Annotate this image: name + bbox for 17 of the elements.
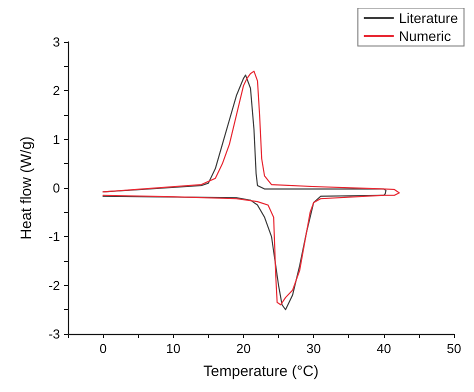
y-axis-title: Heat flow (W/g): [18, 136, 35, 240]
legend-label: Numeric: [398, 28, 451, 44]
x-tick-label: 50: [446, 341, 462, 356]
x-axis-title: Temperature (°C): [203, 363, 319, 380]
y-tick-label: 0: [52, 180, 60, 196]
x-tick-label: 20: [236, 341, 251, 356]
legend-label: Literature: [398, 10, 458, 26]
x-tick-label: 30: [306, 341, 321, 356]
y-tick-label: 2: [52, 83, 60, 98]
x-tick-label: 40: [376, 341, 392, 356]
y-tick-label: 1: [52, 132, 60, 147]
y-tick-label: -1: [48, 229, 60, 244]
x-tick-label: 0: [99, 341, 107, 356]
y-tick-label: -2: [48, 278, 60, 293]
x-tick-label: 10: [166, 341, 181, 356]
y-tick-label: 3: [52, 34, 60, 50]
y-tick-label: -3: [48, 326, 60, 342]
